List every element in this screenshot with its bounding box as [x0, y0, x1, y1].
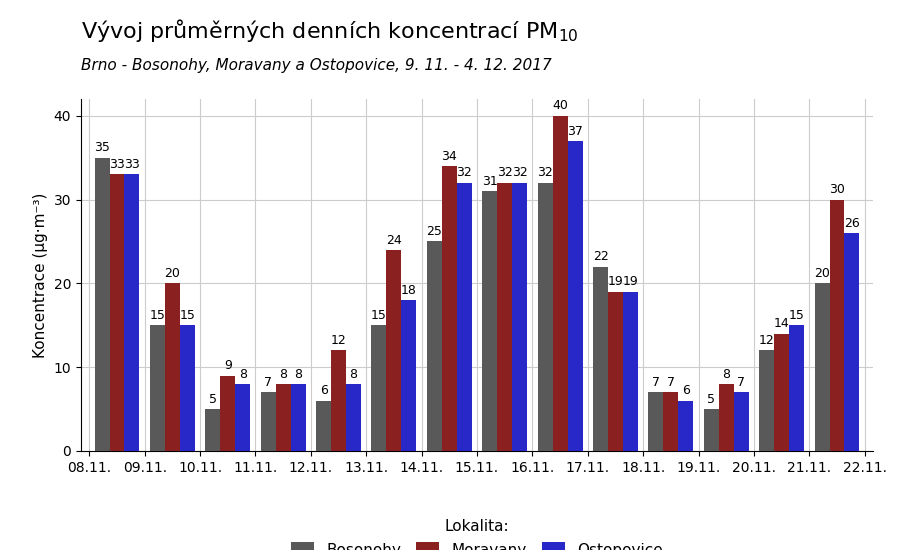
- Bar: [291, 384, 306, 451]
- Bar: [372, 325, 386, 451]
- Bar: [734, 392, 749, 451]
- Bar: [427, 241, 442, 451]
- Text: 14: 14: [774, 317, 789, 331]
- Text: 34: 34: [441, 150, 457, 163]
- Text: 15: 15: [149, 309, 166, 322]
- Text: 40: 40: [552, 100, 568, 112]
- Bar: [482, 191, 497, 451]
- Bar: [110, 174, 124, 451]
- Text: 30: 30: [829, 183, 845, 196]
- Text: 8: 8: [722, 367, 730, 381]
- Bar: [401, 300, 417, 451]
- Text: 19: 19: [608, 276, 624, 288]
- Bar: [261, 392, 275, 451]
- Bar: [553, 116, 568, 451]
- Bar: [814, 283, 830, 451]
- Text: 35: 35: [94, 141, 110, 155]
- Text: 7: 7: [667, 376, 675, 389]
- Bar: [316, 401, 331, 451]
- Text: 32: 32: [537, 167, 553, 179]
- Bar: [497, 183, 512, 451]
- Bar: [568, 141, 582, 451]
- Text: 19: 19: [623, 276, 638, 288]
- Bar: [679, 401, 693, 451]
- Bar: [235, 384, 250, 451]
- Text: 7: 7: [737, 376, 745, 389]
- Bar: [830, 200, 844, 451]
- Text: 33: 33: [109, 158, 125, 171]
- Text: 5: 5: [209, 393, 217, 406]
- Legend: Bosonohy, Moravany, Ostopovice: Bosonohy, Moravany, Ostopovice: [284, 512, 670, 550]
- Bar: [386, 250, 401, 451]
- Bar: [150, 325, 165, 451]
- Text: 32: 32: [512, 167, 527, 179]
- Text: 15: 15: [788, 309, 805, 322]
- Bar: [704, 409, 719, 451]
- Bar: [94, 158, 110, 451]
- Bar: [648, 392, 663, 451]
- Text: 15: 15: [371, 309, 387, 322]
- Bar: [512, 183, 527, 451]
- Y-axis label: Koncentrace (μg·m⁻³): Koncentrace (μg·m⁻³): [33, 192, 48, 358]
- Text: 9: 9: [224, 359, 231, 372]
- Text: 31: 31: [482, 175, 498, 188]
- Text: 8: 8: [294, 367, 302, 381]
- Bar: [180, 325, 194, 451]
- Text: 7: 7: [652, 376, 660, 389]
- Text: 6: 6: [320, 384, 328, 397]
- Text: Brno - Bosonohy, Moravany a Ostopovice, 9. 11. - 4. 12. 2017: Brno - Bosonohy, Moravany a Ostopovice, …: [81, 58, 552, 73]
- Text: 22: 22: [592, 250, 608, 263]
- Text: 6: 6: [682, 384, 689, 397]
- Bar: [205, 409, 220, 451]
- Bar: [593, 267, 608, 451]
- Text: 15: 15: [179, 309, 195, 322]
- Text: 20: 20: [165, 267, 180, 280]
- Text: 8: 8: [349, 367, 357, 381]
- Bar: [719, 384, 733, 451]
- Text: 12: 12: [330, 334, 346, 347]
- Bar: [760, 350, 774, 451]
- Text: 32: 32: [456, 167, 472, 179]
- Text: 5: 5: [707, 393, 716, 406]
- Bar: [608, 292, 623, 451]
- Text: 18: 18: [400, 284, 417, 297]
- Text: 37: 37: [567, 124, 583, 138]
- Text: 12: 12: [759, 334, 775, 347]
- Bar: [537, 183, 553, 451]
- Text: 32: 32: [497, 167, 513, 179]
- Text: 7: 7: [265, 376, 272, 389]
- Text: 25: 25: [427, 225, 442, 238]
- Bar: [346, 384, 361, 451]
- Text: 8: 8: [279, 367, 287, 381]
- Bar: [442, 166, 457, 451]
- Bar: [623, 292, 638, 451]
- Text: 8: 8: [238, 367, 247, 381]
- Text: Vývoj průměrných denních koncentrací PM$_{10}$: Vývoj průměrných denních koncentrací PM$…: [81, 16, 579, 43]
- Bar: [220, 376, 235, 451]
- Bar: [275, 384, 291, 451]
- Bar: [124, 174, 140, 451]
- Bar: [774, 334, 789, 451]
- Bar: [457, 183, 472, 451]
- Text: 24: 24: [386, 234, 401, 246]
- Bar: [844, 233, 860, 451]
- Text: 33: 33: [124, 158, 140, 171]
- Text: 20: 20: [814, 267, 830, 280]
- Bar: [165, 283, 180, 451]
- Bar: [789, 325, 804, 451]
- Bar: [663, 392, 679, 451]
- Text: 26: 26: [844, 217, 860, 230]
- Bar: [331, 350, 346, 451]
